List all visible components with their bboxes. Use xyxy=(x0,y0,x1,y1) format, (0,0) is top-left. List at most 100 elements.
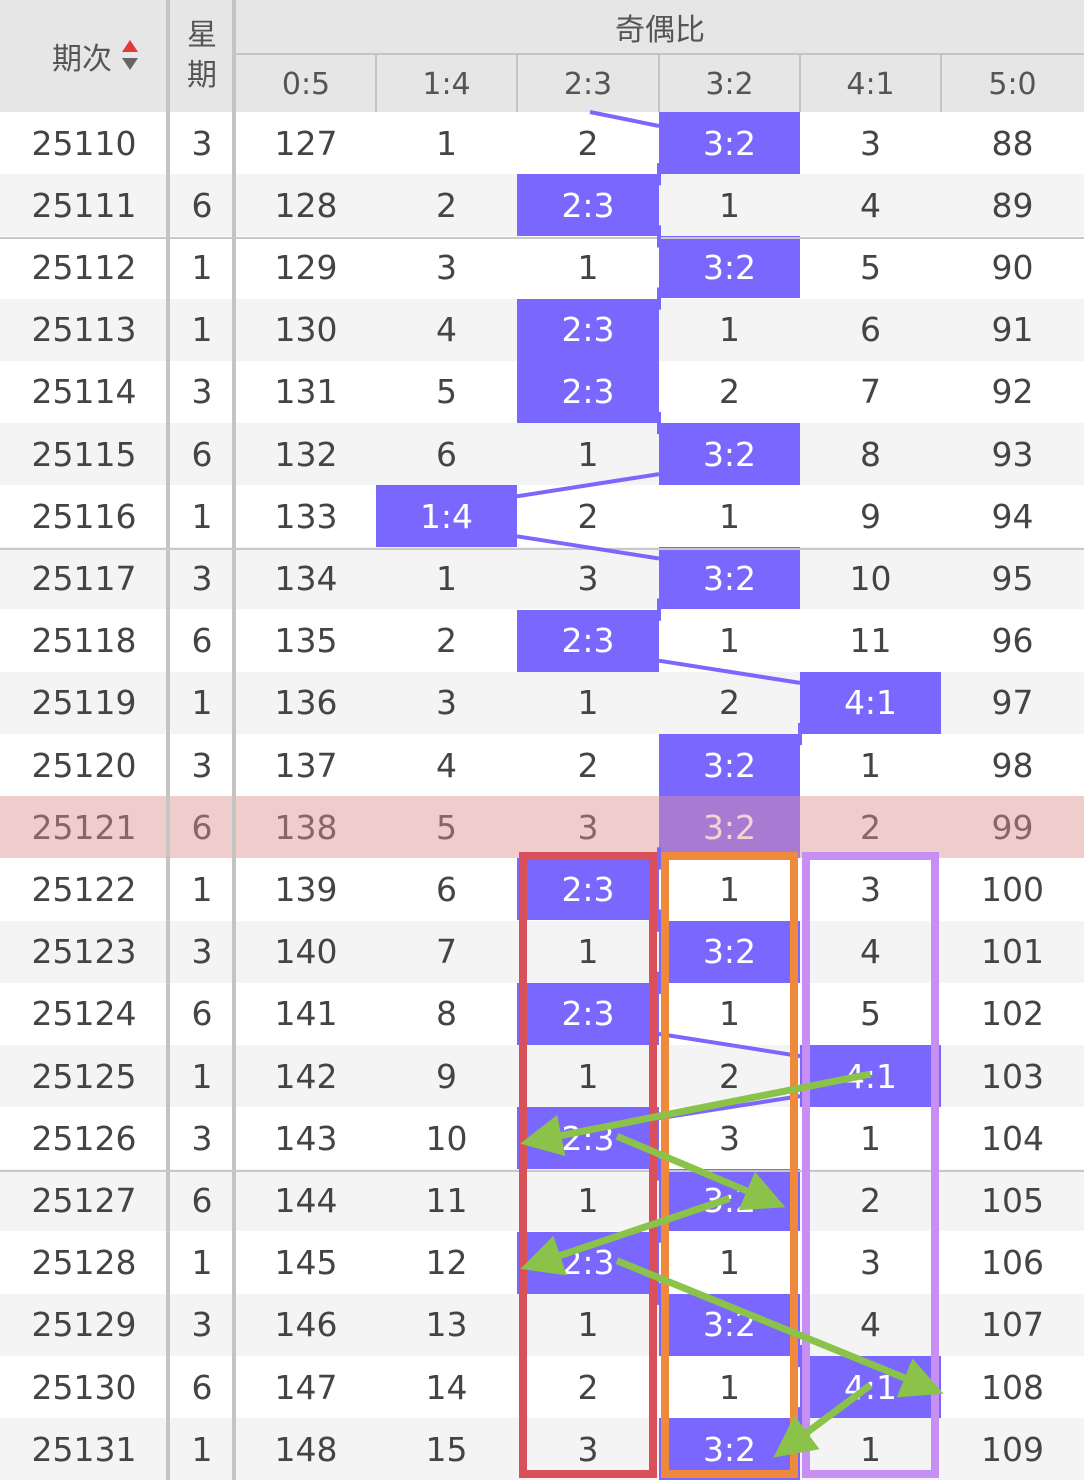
period-cell: 25124 xyxy=(31,994,137,1034)
period-cell: 25131 xyxy=(31,1429,137,1469)
ratio-miss-count-cell: 1 xyxy=(719,869,740,909)
ratio-miss-count-cell: 148 xyxy=(274,1429,338,1469)
table-header xyxy=(0,0,1084,112)
weekday-cell: 1 xyxy=(191,869,213,909)
ratio-miss-count-cell: 2 xyxy=(719,1056,740,1096)
ratio-hit-cell: 3:2 xyxy=(659,920,800,983)
table-row: 25112 1 129 3 1 3:2 5 90 xyxy=(0,236,1084,299)
period-cell: 25125 xyxy=(31,1056,137,1096)
period-cell: 25116 xyxy=(31,496,137,536)
ratio-miss-count-cell: 4 xyxy=(436,310,457,350)
ratio-miss-count-cell: 132 xyxy=(274,434,338,474)
ratio-miss-count-cell: 7 xyxy=(436,932,457,972)
table-row: 25130 6 147 14 2 1 4:1 108 xyxy=(0,1356,1084,1418)
ratio-miss-count-cell: 141 xyxy=(274,994,338,1034)
odd-even-group-header: 奇偶比 xyxy=(236,0,1084,54)
ratio-miss-count-cell: 11 xyxy=(849,621,892,661)
ratio-miss-count-cell: 127 xyxy=(274,123,338,163)
ratio-miss-count-cell: 6 xyxy=(436,434,457,474)
ratio-hit-cell: 4:1 xyxy=(800,671,941,734)
ratio-miss-count-cell: 2 xyxy=(719,683,740,723)
weekday-cell: 6 xyxy=(191,434,213,474)
ratio-miss-count-cell: 91 xyxy=(991,310,1034,350)
period-cell: 25122 xyxy=(31,869,137,909)
period-cell: 25130 xyxy=(31,1367,137,1407)
ratio-hit-cell: 2:3 xyxy=(517,858,659,921)
ratio-miss-count-cell: 131 xyxy=(274,372,338,412)
ratio-miss-count-cell: 100 xyxy=(981,869,1044,909)
period-cell: 25112 xyxy=(31,247,137,287)
ratio-miss-count-cell: 107 xyxy=(981,1305,1044,1345)
sort-up-down-icon[interactable] xyxy=(120,38,140,74)
weekday-cell: 3 xyxy=(191,932,213,972)
ratio-miss-count-cell: 8 xyxy=(436,994,457,1034)
ratio-miss-count-cell: 15 xyxy=(425,1429,468,1469)
period-cell: 25126 xyxy=(31,1118,137,1158)
ratio-miss-count-cell: 92 xyxy=(991,372,1034,412)
ratio-miss-count-cell: 1 xyxy=(577,1056,599,1096)
table-row: 25113 1 130 4 2:3 1 6 91 xyxy=(0,298,1084,361)
ratio-miss-count-cell: 2 xyxy=(436,185,457,225)
ratio-miss-count-cell: 1 xyxy=(719,310,740,350)
ratio-miss-count-cell: 106 xyxy=(981,1243,1044,1283)
ratio-header-divider xyxy=(516,55,518,112)
ratio-miss-count-cell: 4 xyxy=(860,932,881,972)
ratio-miss-count-cell: 101 xyxy=(981,932,1044,972)
ratio-hit-cell: 3:2 xyxy=(659,1293,800,1356)
ratio-miss-count-cell: 11 xyxy=(425,1180,468,1220)
ratio-miss-count-cell: 143 xyxy=(274,1118,338,1158)
ratio-miss-count-cell: 9 xyxy=(436,1056,457,1096)
weekday-cell: 3 xyxy=(191,372,213,412)
ratio-miss-count-cell: 133 xyxy=(274,496,338,536)
ratio-miss-count-cell: 108 xyxy=(981,1367,1044,1407)
weekday-cell: 3 xyxy=(191,745,213,785)
period-cell: 25127 xyxy=(31,1180,137,1220)
ratio-miss-count-cell: 3 xyxy=(860,869,881,909)
ratio-miss-count-cell: 4 xyxy=(860,1305,881,1345)
ratio-miss-count-cell: 2 xyxy=(577,1367,599,1407)
period-cell: 25114 xyxy=(31,372,137,412)
ratio-miss-count-cell: 130 xyxy=(274,310,338,350)
table-row: 25115 6 132 6 1 3:2 8 93 xyxy=(0,423,1084,485)
ratio-miss-count-cell: 147 xyxy=(274,1367,338,1407)
table-row: 25131 1 148 15 3 3:2 1 109 xyxy=(0,1418,1084,1480)
ratio-miss-count-cell: 1 xyxy=(577,1180,599,1220)
ratio-miss-count-cell: 4 xyxy=(436,745,457,785)
ratio-column-header: 2:3 xyxy=(563,66,613,102)
ratio-hit-cell: 3:2 xyxy=(659,1169,800,1232)
ratio-hit-cell: 4:1 xyxy=(800,1045,941,1107)
ratio-miss-count-cell: 103 xyxy=(981,1056,1044,1096)
ratio-hit-cell: 3:2 xyxy=(659,236,800,299)
ratio-miss-count-cell: 1 xyxy=(577,247,599,287)
ratio-miss-count-cell: 96 xyxy=(991,621,1034,661)
weekday-cell: 1 xyxy=(191,1056,213,1096)
ratio-miss-count-cell: 105 xyxy=(981,1180,1044,1220)
table-row: 25123 3 140 7 1 3:2 4 101 xyxy=(0,920,1084,983)
ratio-hit-cell: 3:2 xyxy=(659,547,800,610)
ratio-hit-cell: 3:2 xyxy=(659,112,800,174)
ratio-miss-count-cell: 1 xyxy=(719,1243,740,1283)
ratio-miss-count-cell: 1 xyxy=(860,745,881,785)
table-row: 25116 1 133 1:4 2 1 9 94 xyxy=(0,485,1084,548)
ratio-miss-count-cell: 2 xyxy=(577,745,599,785)
period-cell: 25117 xyxy=(31,558,137,598)
period-cell: 25128 xyxy=(31,1243,137,1283)
ratio-miss-count-cell: 8 xyxy=(860,434,881,474)
ratio-hit-cell: 2:3 xyxy=(517,360,659,423)
ratio-hit-cell: 4:1 xyxy=(800,1356,941,1418)
period-column-header[interactable]: 期次 xyxy=(0,0,168,112)
weekday-cell: 6 xyxy=(191,1367,213,1407)
ratio-miss-count-cell: 142 xyxy=(274,1056,338,1096)
ratio-hit-cell: 2:3 xyxy=(517,298,659,361)
ratio-miss-count-cell: 144 xyxy=(274,1180,338,1220)
weekday-cell: 1 xyxy=(191,683,213,723)
table-row: 25125 1 142 9 1 2 4:1 103 xyxy=(0,1045,1084,1107)
ratio-miss-count-cell: 95 xyxy=(991,558,1034,598)
weekday-cell: 6 xyxy=(191,994,213,1034)
ratio-header-divider xyxy=(799,55,801,112)
ratio-header-divider xyxy=(658,55,660,112)
weekday-header-line-2: 期 xyxy=(187,58,217,93)
ratio-miss-count-cell: 5 xyxy=(860,994,881,1034)
ratio-miss-count-cell: 128 xyxy=(274,185,338,225)
ratio-hit-cell: 1:4 xyxy=(376,485,517,548)
